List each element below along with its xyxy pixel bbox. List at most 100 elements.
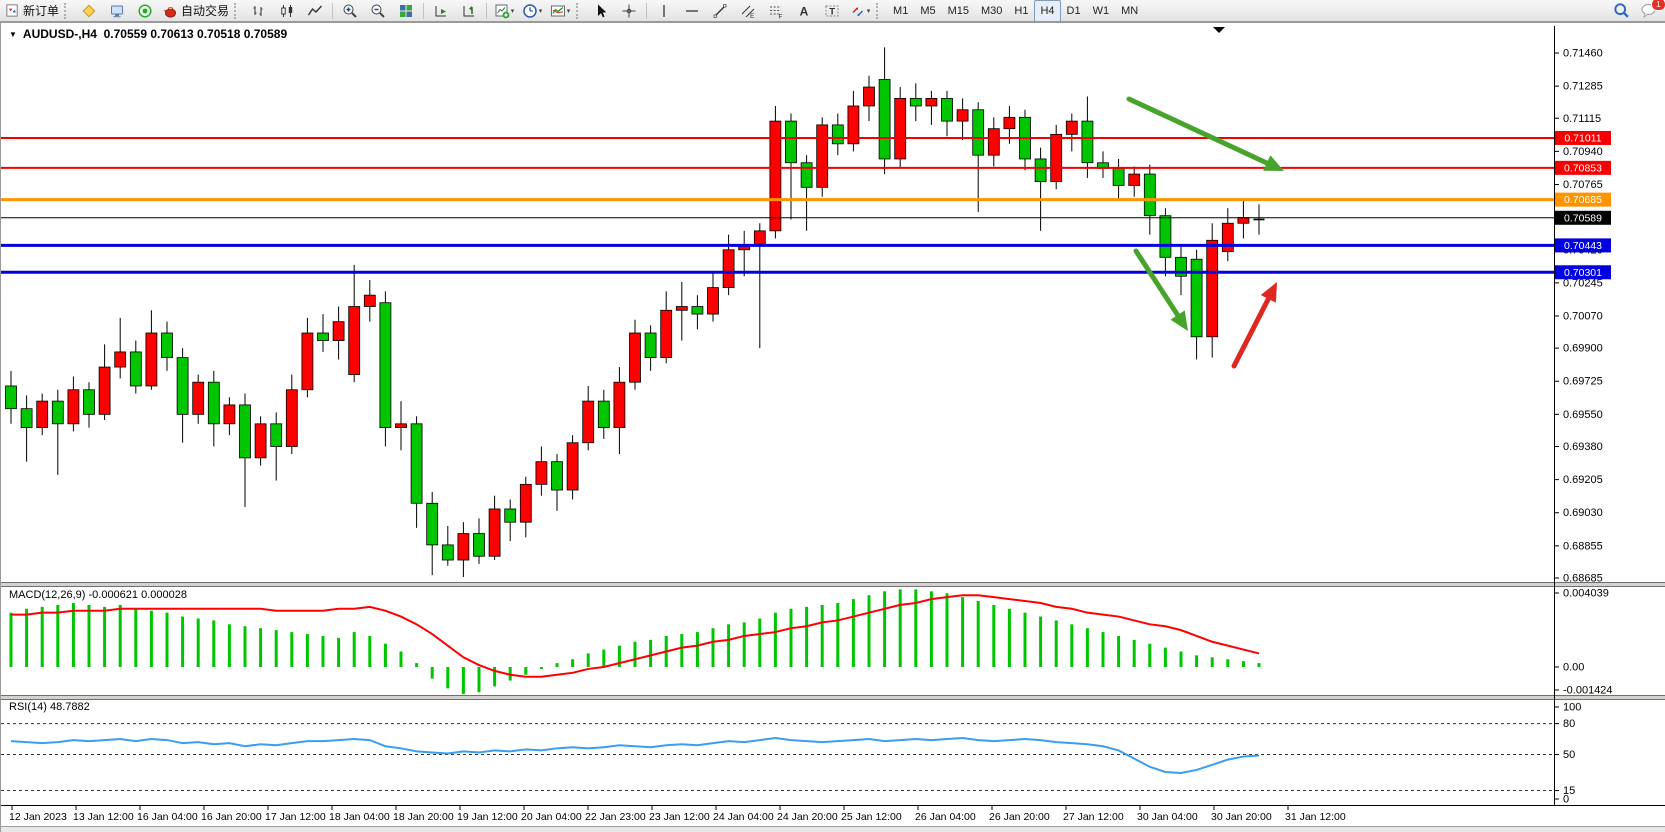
periods-button[interactable]: ▾: [518, 0, 546, 22]
toolbar-grip[interactable]: [576, 2, 583, 19]
timeframe-button-mn[interactable]: MN: [1121, 4, 1139, 17]
main-chart-pane[interactable]: [5, 47, 1265, 578]
line-chart-mode-button[interactable]: [301, 0, 329, 22]
price-badge-label: 0.70685: [1564, 194, 1602, 206]
chart-ohlc-values: 0.70559 0.70613 0.70518 0.70589: [103, 27, 288, 41]
toolbar-grip[interactable]: [64, 2, 71, 19]
bearish-arrow-top[interactable]: [1126, 96, 1284, 171]
toolbar-grip[interactable]: [876, 2, 883, 19]
zoom-in-button[interactable]: [336, 0, 364, 22]
macd-pane[interactable]: [9, 589, 1261, 695]
terminal-button[interactable]: [103, 0, 131, 22]
candle-body: [753, 230, 766, 247]
chart-window[interactable]: 0.71460 0.71285 0.71115 0.70940 0.70765 0.704…: [0, 22, 1665, 832]
timeframe-button-m30[interactable]: M30: [981, 4, 1003, 17]
main-macd-splitter[interactable]: [1, 583, 1665, 586]
bullish-arrow[interactable]: [1231, 282, 1277, 369]
arrows-tool-button[interactable]: ▾: [846, 0, 874, 22]
candle: [785, 113, 797, 220]
text-tool-button[interactable]: A: [790, 0, 818, 22]
candle: [270, 412, 283, 481]
macd-histogram-bar: [56, 604, 60, 667]
price-tick-label: 0.71285: [1563, 81, 1603, 93]
candle-body: [51, 400, 64, 425]
macd-histogram-bar: [1101, 632, 1105, 667]
macd-histogram-bar: [524, 667, 528, 675]
rsi-pane[interactable]: [1, 723, 1554, 792]
price-badge-label: 0.71011: [1564, 132, 1601, 144]
candle-chart-mode-button[interactable]: [273, 0, 301, 22]
candle: [816, 117, 829, 197]
macd-histogram-bar: [883, 591, 887, 667]
trendline-tool-button[interactable]: [706, 0, 734, 22]
macd-histogram-bar: [1054, 620, 1058, 667]
vertical-line-icon: [663, 4, 665, 17]
macd-histogram-bar: [805, 606, 809, 667]
time-axis[interactable]: 12 Jan 2023 13 Jan 12:00 16 Jan 04:00 16 Ja…: [9, 805, 1346, 823]
time-axis-label: 18 Jan 20:00: [393, 811, 454, 823]
chart-canvas[interactable]: 0.71460 0.71285 0.71115 0.70940 0.70765 0.704…: [1, 22, 1665, 832]
tile-windows-button[interactable]: [392, 0, 420, 22]
macd-histogram-bar: [680, 634, 684, 667]
candle-body: [1237, 217, 1250, 224]
candle: [332, 306, 345, 360]
timeframe-button-w1[interactable]: W1: [1092, 4, 1110, 17]
search-button[interactable]: [1607, 0, 1635, 22]
candle: [457, 522, 470, 578]
candle-body: [707, 287, 719, 315]
time-axis-label: 24 Jan 20:00: [777, 811, 838, 823]
candle-body: [504, 508, 517, 523]
auto-scroll-button[interactable]: [427, 0, 455, 22]
bar-chart-mode-button[interactable]: [245, 0, 273, 22]
bearish-arrow-low[interactable]: [1133, 248, 1188, 331]
macd-histogram-bar: [415, 663, 419, 667]
fibonacci-tool-button[interactable]: F: [762, 0, 790, 22]
market-watch-button[interactable]: [75, 0, 103, 22]
candle: [1253, 204, 1265, 235]
hline-tool-button[interactable]: [678, 0, 706, 22]
symbol-dropdown-icon[interactable]: ▼: [9, 30, 17, 39]
chart-shift-button[interactable]: [455, 0, 483, 22]
timeframe-button-m15[interactable]: M15: [947, 4, 969, 17]
new-order-button[interactable]: 新订单: [2, 0, 62, 22]
candle: [285, 374, 298, 455]
label-tool-button[interactable]: T: [818, 0, 846, 22]
indicators-icon: [550, 5, 565, 16]
timeframe-button-h4[interactable]: H4: [1034, 0, 1061, 22]
dropdown-caret: ▾: [538, 7, 543, 15]
dropdown-caret: ▾: [866, 7, 871, 15]
toolbar-grip[interactable]: [234, 2, 241, 19]
time-axis-label: 22 Jan 23:00: [585, 811, 646, 823]
candle: [1050, 124, 1063, 190]
candle-body: [535, 461, 548, 485]
timeframe-button-m5[interactable]: M5: [920, 4, 936, 17]
macd-histogram-bar: [836, 602, 840, 667]
bar-chart-icon: [253, 5, 263, 16]
candlestick-icon: [281, 4, 293, 17]
cursor-tool-button[interactable]: [587, 0, 615, 22]
macd-rsi-splitter[interactable]: [1, 696, 1665, 699]
candle-body: [301, 332, 314, 391]
chat-button[interactable]: 1: [1635, 0, 1665, 22]
auto-trading-button[interactable]: 自动交易: [159, 0, 232, 22]
chart-shift-marker[interactable]: [1213, 27, 1225, 33]
candle-body: [800, 162, 813, 188]
crosshair-tool-button[interactable]: [615, 0, 643, 22]
time-axis-label: 30 Jan 20:00: [1211, 811, 1272, 823]
zoom-out-button[interactable]: [364, 0, 392, 22]
vline-tool-button[interactable]: [650, 0, 678, 22]
indicators-button[interactable]: ▾: [546, 0, 574, 22]
price-scale[interactable]: 0.71460 0.71285 0.71115 0.70940 0.70765 0.704…: [1554, 48, 1613, 806]
macd-histogram-bar: [617, 645, 621, 667]
timeframe-button-m1[interactable]: M1: [893, 4, 909, 17]
timeframe-button-h1[interactable]: H1: [1014, 4, 1029, 17]
macd-signal-line: [11, 594, 1260, 678]
rsi-name: RSI(14): [9, 701, 47, 713]
auto-scroll-icon: [435, 5, 447, 16]
new-chart-button[interactable]: ▾: [490, 0, 518, 22]
signals-button[interactable]: [131, 0, 159, 22]
timeframe-button-d1[interactable]: D1: [1066, 4, 1081, 17]
cursor-icon: [598, 4, 607, 17]
channel-tool-button[interactable]: E: [734, 0, 762, 22]
price-badge-0.71011: [1555, 130, 1611, 145]
